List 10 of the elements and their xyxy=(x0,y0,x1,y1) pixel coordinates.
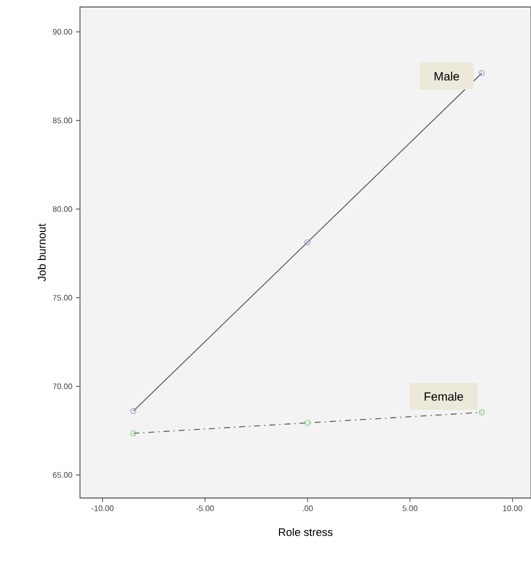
point xyxy=(478,409,484,416)
y-axis-title: Job burnout xyxy=(37,224,46,282)
series-label: Female xyxy=(424,392,463,401)
series-label: Male xyxy=(434,72,459,80)
point xyxy=(130,408,136,414)
point xyxy=(130,430,136,436)
point xyxy=(304,420,310,426)
x-axis-title: Role stress xyxy=(278,528,332,536)
point xyxy=(478,70,484,76)
point xyxy=(304,239,310,246)
